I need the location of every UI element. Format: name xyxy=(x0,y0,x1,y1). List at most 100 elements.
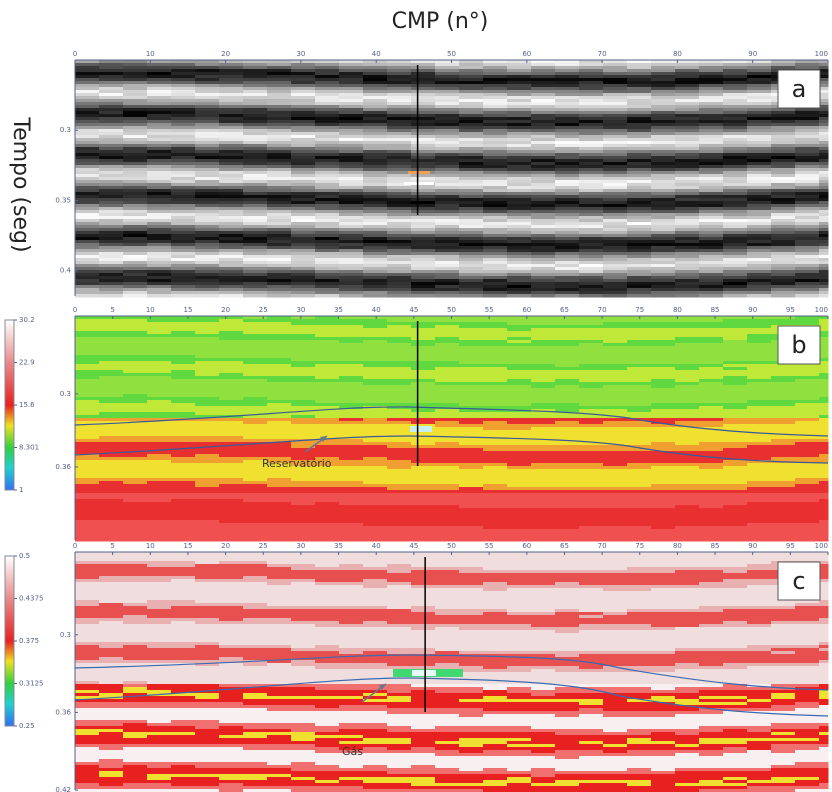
texture-cell xyxy=(363,376,388,380)
texture-cell xyxy=(435,225,460,229)
texture-cell xyxy=(675,373,700,377)
texture-cell xyxy=(363,379,388,383)
texture-cell xyxy=(579,424,604,428)
texture-cell xyxy=(747,475,772,479)
texture-cell xyxy=(483,454,508,458)
texture-cell xyxy=(699,201,724,205)
texture-cell xyxy=(387,517,412,521)
texture-cell xyxy=(507,388,532,392)
texture-cell xyxy=(219,499,244,503)
texture-cell xyxy=(507,252,532,256)
texture-cell xyxy=(171,60,196,64)
texture-cell xyxy=(507,496,532,500)
texture-cell xyxy=(195,168,220,172)
texture-cell xyxy=(75,216,100,220)
texture-cell xyxy=(315,499,340,503)
texture-cell xyxy=(315,523,340,527)
texture-cell xyxy=(411,168,436,172)
texture-cell xyxy=(675,282,700,286)
texture-cell xyxy=(99,343,124,347)
texture-cell xyxy=(435,430,460,434)
texture-cell xyxy=(819,243,829,247)
texture-cell xyxy=(75,252,100,256)
texture-cell xyxy=(147,331,172,335)
texture-cell xyxy=(219,204,244,208)
texture-cell xyxy=(363,451,388,455)
texture-cell xyxy=(651,231,676,235)
texture-cell xyxy=(219,421,244,425)
texture-cell xyxy=(387,412,412,416)
texture-cell xyxy=(771,246,796,250)
texture-cell xyxy=(603,156,628,160)
texture-cell xyxy=(75,334,100,338)
texture-cell xyxy=(291,421,316,425)
texture-cell xyxy=(507,502,532,506)
texture-cell xyxy=(363,517,388,521)
texture-cell xyxy=(747,511,772,515)
texture-cell xyxy=(627,394,652,398)
texture-cell xyxy=(219,460,244,464)
texture-cell xyxy=(795,126,820,130)
texture-cell xyxy=(363,484,388,488)
texture-cell xyxy=(339,538,364,542)
texture-cell xyxy=(603,69,628,73)
texture-cell xyxy=(507,246,532,250)
texture-cell xyxy=(339,60,364,64)
texture-cell xyxy=(363,328,388,332)
texture-cell xyxy=(555,282,580,286)
texture-cell xyxy=(219,505,244,509)
texture-cell xyxy=(339,267,364,271)
texture-cell xyxy=(267,261,292,265)
texture-cell xyxy=(699,291,724,295)
texture-cell xyxy=(171,379,196,383)
texture-cell xyxy=(699,207,724,211)
texture-cell xyxy=(579,129,604,133)
texture-cell xyxy=(675,397,700,401)
texture-cell xyxy=(651,367,676,371)
texture-cell xyxy=(147,201,172,205)
texture-cell xyxy=(75,496,100,500)
texture-cell xyxy=(99,514,124,518)
texture-cell xyxy=(339,499,364,503)
texture-cell xyxy=(171,385,196,389)
texture-cell xyxy=(411,186,436,190)
texture-cell xyxy=(315,165,340,169)
texture-cell xyxy=(99,288,124,292)
texture-cell xyxy=(171,219,196,223)
texture-cell xyxy=(363,291,388,295)
texture-cell xyxy=(219,285,244,289)
texture-cell xyxy=(771,415,796,419)
texture-cell xyxy=(195,331,220,335)
texture-cell xyxy=(267,415,292,419)
texture-cell xyxy=(171,141,196,145)
texture-cell xyxy=(507,90,532,94)
texture-cell xyxy=(411,409,436,413)
texture-cell xyxy=(219,60,244,64)
texture-cell xyxy=(459,442,484,446)
texture-cell xyxy=(795,319,820,323)
texture-cell xyxy=(675,472,700,476)
texture-cell xyxy=(243,349,268,353)
texture-cell xyxy=(291,177,316,181)
texture-cell xyxy=(771,153,796,157)
texture-cell xyxy=(267,102,292,106)
texture-cell xyxy=(315,255,340,259)
texture-cell xyxy=(747,343,772,347)
texture-cell xyxy=(435,424,460,428)
texture-cell xyxy=(723,370,748,374)
texture-cell xyxy=(435,490,460,494)
texture-cell xyxy=(771,291,796,295)
texture-cell xyxy=(75,517,100,521)
texture-cell xyxy=(819,180,829,184)
texture-cell xyxy=(171,394,196,398)
texture-cell xyxy=(147,511,172,515)
texture-cell xyxy=(291,370,316,374)
texture-cell xyxy=(195,75,220,79)
texture-cell xyxy=(387,243,412,247)
texture-cell xyxy=(795,391,820,395)
texture-cell xyxy=(675,502,700,506)
texture-cell xyxy=(339,279,364,283)
texture-cell xyxy=(699,451,724,455)
texture-cell xyxy=(579,394,604,398)
texture-cell xyxy=(579,222,604,226)
